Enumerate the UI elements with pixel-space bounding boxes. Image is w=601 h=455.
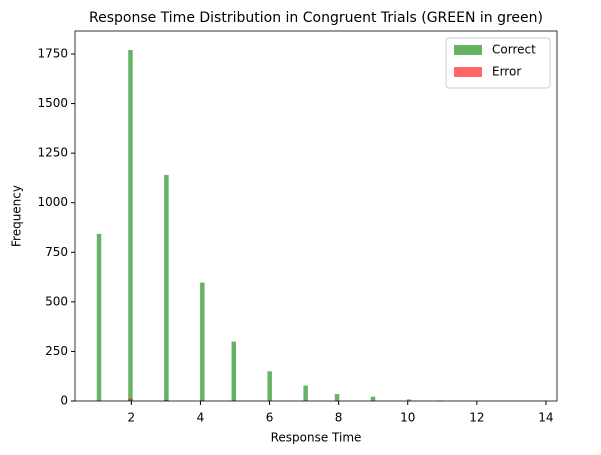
legend-swatch — [454, 45, 482, 55]
x-tick-label: 8 — [335, 411, 343, 425]
y-tick-label: 1750 — [37, 47, 68, 61]
legend-label: Error — [492, 65, 521, 79]
x-tick-label: 6 — [266, 411, 274, 425]
y-tick-label: 0 — [60, 394, 68, 408]
x-tick-label: 2 — [127, 411, 135, 425]
y-tick-label: 750 — [45, 245, 68, 259]
legend-swatch — [454, 67, 482, 77]
legend-label: Correct — [492, 43, 536, 57]
bar — [334, 394, 340, 401]
bar — [370, 396, 376, 401]
bar — [96, 233, 102, 401]
bar — [406, 399, 412, 401]
plot-frame — [74, 30, 558, 402]
bar — [303, 385, 308, 401]
bar — [164, 399, 169, 401]
x-tick-label: 12 — [469, 411, 484, 425]
bar — [200, 282, 205, 401]
y-axis-label: Frequency — [10, 185, 24, 247]
bar — [231, 341, 237, 401]
y-tick-label: 500 — [45, 294, 68, 308]
y-tick-label: 250 — [45, 344, 68, 358]
bar — [267, 371, 272, 401]
x-tick-label: 14 — [538, 411, 553, 425]
x-axis-label: Response Time — [271, 431, 362, 445]
y-tick-label: 1250 — [37, 146, 68, 160]
bar — [128, 398, 133, 401]
x-tick-label: 10 — [400, 411, 415, 425]
y-tick-label: 1500 — [37, 96, 68, 110]
chart-title: Response Time Distribution in Congruent … — [89, 10, 543, 26]
x-tick-label: 4 — [197, 411, 205, 425]
bar — [164, 174, 169, 401]
bar — [128, 50, 133, 401]
y-tick-label: 1000 — [37, 195, 68, 209]
